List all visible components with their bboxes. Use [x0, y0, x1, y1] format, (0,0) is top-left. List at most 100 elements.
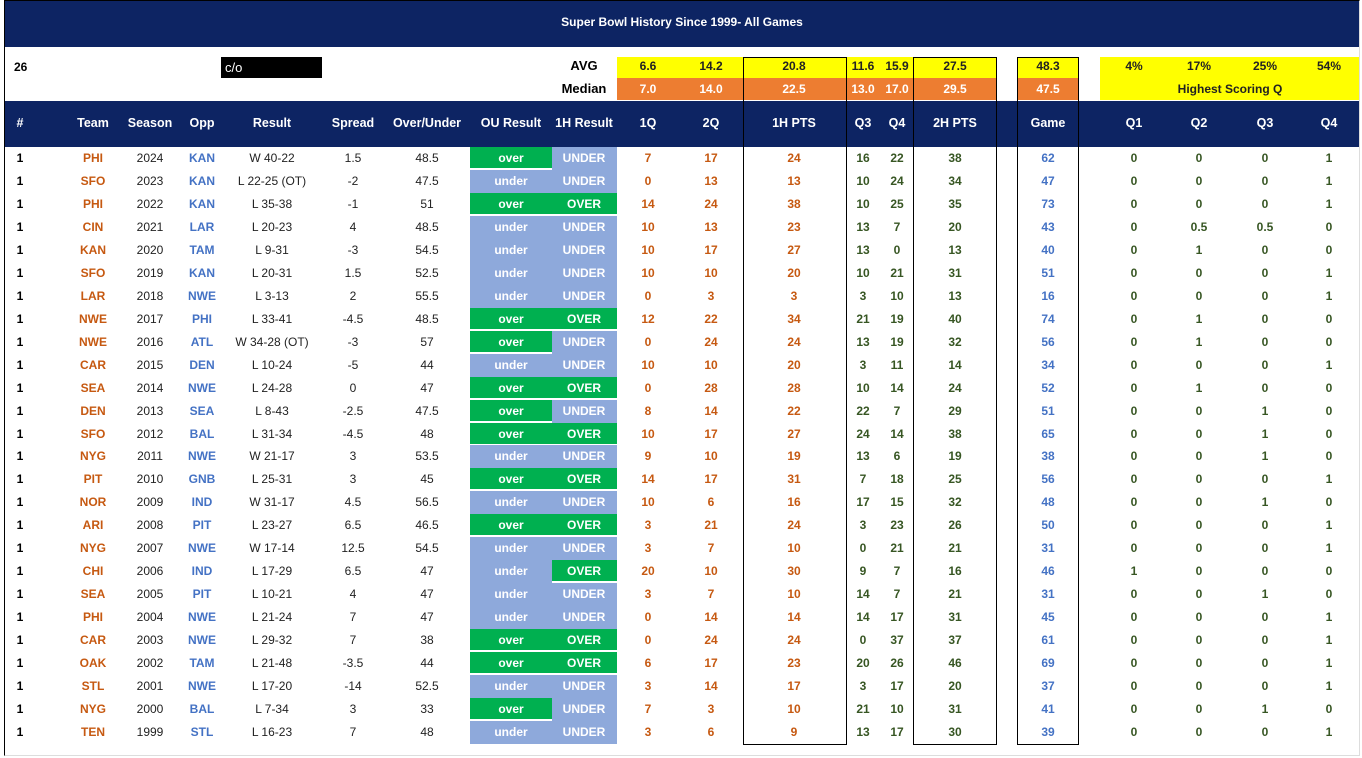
ou-cell-bg	[552, 422, 617, 444]
table-cell: L 35-38	[251, 196, 293, 211]
table-cell: 0	[1195, 495, 1203, 510]
ou-cell: UNDER	[562, 725, 606, 739]
table-cell: 2009	[136, 495, 164, 510]
table-cell: 0	[1130, 151, 1138, 165]
table-cell: 0	[1325, 495, 1333, 510]
median-bg	[617, 78, 997, 100]
table-cell: 2013	[136, 403, 164, 418]
ou-cell-bg	[470, 215, 552, 239]
table-cell: 10	[641, 495, 655, 510]
table-cell: 48.5	[415, 311, 439, 326]
ou-cell-bg	[470, 468, 552, 490]
ou-cell-bg	[552, 491, 617, 515]
ou-cell: under	[494, 679, 528, 694]
table-cell: 0	[1325, 403, 1333, 418]
table-cell: 7	[349, 610, 357, 625]
table-cell: 1	[16, 472, 24, 487]
table-cell: 24	[787, 334, 801, 349]
table-cell: KAN	[189, 196, 215, 211]
ou-cell: over	[498, 633, 524, 648]
table-cell: 24	[787, 633, 801, 648]
table-cell: 0	[1130, 495, 1138, 510]
filter-box[interactable]: c/o	[221, 57, 322, 78]
table-cell: 38	[420, 633, 434, 648]
ou-cell-bg	[470, 399, 552, 421]
table-cell: 0	[1130, 357, 1138, 372]
table-cell: 20	[641, 564, 655, 579]
table-cell: 0	[1130, 380, 1138, 395]
table-cell: STL	[81, 679, 105, 694]
table-cell: 0	[1261, 564, 1269, 579]
table-cell: 20	[787, 357, 801, 372]
table-cell: 26	[948, 518, 962, 533]
table-cell: 52.5	[415, 265, 439, 280]
avg-value: 6.6	[639, 59, 657, 73]
table-cell: 10	[856, 380, 870, 395]
table-cell: 0	[644, 334, 652, 349]
ou-cell-bg	[470, 629, 552, 651]
ou-cell: OVER	[566, 656, 601, 671]
ou-cell: over	[498, 196, 524, 211]
avg-value: 27.5	[943, 59, 967, 73]
table-cell: 0	[1261, 679, 1269, 694]
table-cell: 4	[349, 587, 357, 602]
median-bg	[1017, 78, 1079, 100]
table-cell: 2	[349, 288, 357, 303]
table-cell: 2022	[136, 196, 164, 211]
table-cell: 0	[1261, 265, 1269, 280]
table-cell: 13	[704, 173, 718, 188]
table-cell: SEA	[189, 403, 215, 418]
table-cell: 14	[787, 610, 801, 625]
table-cell: PHI	[82, 610, 103, 625]
table-cell: 0	[1325, 380, 1333, 395]
table-cell: 17	[704, 426, 718, 441]
table-cell: 56	[1041, 472, 1055, 487]
column-header: OU Result	[480, 116, 542, 130]
table-cell: 39	[1041, 725, 1055, 739]
column-header: Q4	[888, 116, 906, 130]
table-cell: 0	[859, 541, 867, 556]
table-cell: 1	[16, 495, 24, 510]
ou-cell-bg	[552, 215, 617, 239]
table-cell: 1	[1325, 633, 1333, 648]
table-cell: KAN	[189, 151, 215, 165]
table-cell: 7	[707, 587, 715, 602]
table-cell: 10	[704, 564, 718, 579]
quarter-pct: 25%	[1252, 59, 1278, 73]
table-cell: 2005	[136, 587, 164, 602]
table-cell: 0	[1261, 472, 1269, 487]
table-cell: 7	[893, 564, 901, 579]
table-cell: 4.5	[344, 495, 362, 510]
table-cell: 23	[787, 656, 801, 671]
table-cell: 47	[420, 610, 434, 625]
table-cell: LAR	[80, 288, 106, 303]
table-cell: L 10-24	[251, 357, 293, 372]
table-cell: 38	[787, 196, 801, 211]
ou-cell-bg	[552, 330, 617, 354]
table-cell: 0	[644, 633, 652, 648]
ou-cell-bg	[470, 147, 552, 168]
table-cell: 2014	[136, 380, 164, 395]
table-cell: 3	[859, 357, 867, 372]
table-cell: 7	[349, 725, 357, 739]
table-cell: 2004	[136, 610, 164, 625]
table-cell: 20	[948, 219, 962, 234]
table-cell: 31	[948, 702, 962, 717]
ou-cell: under	[494, 725, 528, 739]
table-cell: W 31-17	[249, 495, 295, 510]
table-cell: 48.5	[415, 151, 439, 165]
table-cell: 62	[1041, 151, 1055, 165]
table-cell: 46	[948, 656, 962, 671]
table-cell: GNB	[188, 472, 216, 487]
column-header: #	[16, 116, 24, 130]
table-cell: 12	[641, 311, 655, 326]
table-cell: 10	[787, 587, 801, 602]
table-cell: 19	[890, 311, 904, 326]
table-cell: 1	[16, 265, 24, 280]
ou-cell-bg	[470, 261, 552, 285]
table-cell: 1	[16, 357, 24, 372]
ou-cell-bg	[552, 147, 617, 170]
table-cell: 32	[948, 334, 962, 349]
table-cell: 1	[16, 725, 24, 739]
